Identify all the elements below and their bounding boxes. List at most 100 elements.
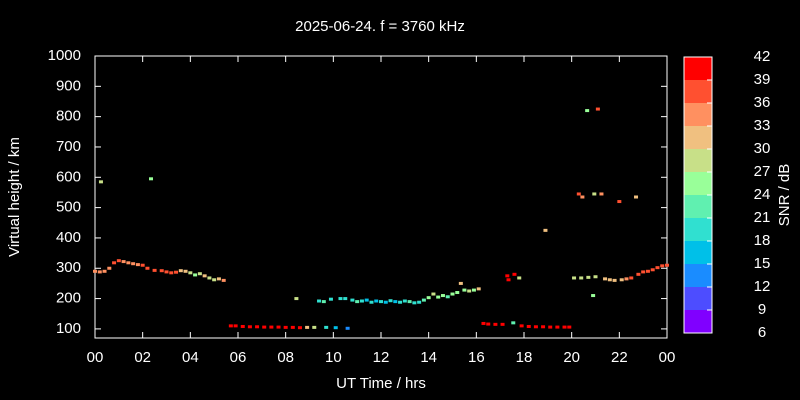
y-tick-label: 600 bbox=[56, 168, 81, 185]
data-point bbox=[493, 322, 498, 326]
data-point bbox=[364, 298, 369, 302]
data-point bbox=[450, 292, 455, 296]
x-tick-label: 04 bbox=[182, 349, 199, 366]
data-point bbox=[102, 269, 107, 273]
data-point bbox=[312, 325, 317, 329]
data-point bbox=[324, 325, 329, 329]
data-point bbox=[359, 299, 364, 303]
data-point bbox=[665, 263, 669, 267]
colorbar-band bbox=[684, 195, 712, 218]
data-point bbox=[458, 281, 463, 285]
data-point bbox=[579, 276, 584, 280]
colorbar-tick-label: 30 bbox=[754, 140, 771, 157]
y-tick-label: 800 bbox=[56, 108, 81, 125]
data-point bbox=[164, 270, 169, 274]
data-point bbox=[221, 278, 226, 282]
colorbar-tick-label: 42 bbox=[754, 48, 771, 65]
data-point bbox=[580, 195, 585, 199]
colorbar-band bbox=[684, 241, 712, 264]
data-point bbox=[445, 295, 450, 299]
data-point bbox=[636, 272, 641, 276]
data-point bbox=[343, 297, 348, 301]
y-tick-label: 1000 bbox=[48, 47, 81, 64]
colorbar-band bbox=[684, 103, 712, 126]
y-tick-label: 400 bbox=[56, 229, 81, 246]
data-point bbox=[135, 263, 140, 267]
data-point bbox=[645, 269, 650, 273]
data-point bbox=[650, 268, 655, 272]
data-point bbox=[174, 270, 179, 274]
x-tick-label: 22 bbox=[611, 349, 628, 366]
y-tick-label: 100 bbox=[56, 320, 81, 337]
data-point bbox=[178, 269, 183, 273]
x-tick-label: 12 bbox=[373, 349, 390, 366]
data-point bbox=[197, 272, 202, 276]
data-point bbox=[140, 263, 145, 267]
x-axis-label: UT Time / hrs bbox=[336, 375, 426, 392]
x-tick-label: 00 bbox=[659, 349, 676, 366]
data-point bbox=[541, 325, 546, 329]
data-point bbox=[595, 107, 600, 111]
data-point bbox=[585, 109, 590, 113]
data-point bbox=[233, 324, 238, 328]
data-point bbox=[440, 294, 445, 298]
data-point bbox=[476, 287, 481, 291]
data-point bbox=[350, 298, 355, 302]
y-tick-label: 500 bbox=[56, 199, 81, 216]
data-point bbox=[426, 296, 431, 300]
colorbar-tick-label: 18 bbox=[754, 232, 771, 249]
data-point bbox=[338, 297, 343, 301]
data-point bbox=[345, 326, 350, 330]
data-point bbox=[572, 276, 577, 280]
data-point bbox=[116, 259, 121, 263]
data-point bbox=[328, 297, 333, 301]
data-point bbox=[481, 321, 486, 325]
data-point bbox=[262, 325, 267, 329]
colorbar-band bbox=[684, 172, 712, 195]
data-point bbox=[533, 325, 538, 329]
data-point bbox=[383, 300, 388, 304]
data-point bbox=[593, 275, 598, 279]
data-point bbox=[526, 324, 531, 328]
x-tick-label: 14 bbox=[420, 349, 437, 366]
data-point bbox=[149, 177, 154, 181]
data-point bbox=[183, 269, 188, 273]
data-point bbox=[398, 300, 403, 304]
data-point bbox=[586, 275, 591, 279]
data-point bbox=[641, 270, 646, 274]
data-point bbox=[107, 266, 112, 270]
data-point bbox=[505, 274, 510, 278]
data-point bbox=[212, 278, 217, 282]
colorbar-label: SNR / dB bbox=[776, 164, 793, 227]
data-point bbox=[255, 325, 260, 329]
data-point bbox=[228, 324, 233, 328]
data-point bbox=[607, 278, 612, 282]
data-point bbox=[624, 277, 629, 281]
data-point bbox=[576, 192, 581, 196]
data-point bbox=[145, 266, 150, 270]
data-point bbox=[417, 300, 422, 304]
colorbar-band bbox=[684, 149, 712, 172]
data-point bbox=[412, 301, 417, 305]
data-point bbox=[655, 266, 660, 270]
data-point bbox=[97, 270, 102, 274]
colorbar-tick-label: 12 bbox=[754, 278, 771, 295]
data-point bbox=[202, 274, 207, 278]
data-point bbox=[567, 325, 572, 329]
data-point bbox=[159, 269, 164, 273]
data-point bbox=[112, 261, 117, 265]
data-point bbox=[543, 228, 548, 232]
data-point bbox=[98, 180, 103, 184]
colorbar-band bbox=[684, 287, 712, 310]
colorbar-tick-label: 36 bbox=[754, 94, 771, 111]
chart-title: 2025-06-24. f = 3760 kHz bbox=[295, 18, 465, 35]
data-point bbox=[297, 326, 302, 330]
data-point bbox=[436, 295, 441, 299]
data-point bbox=[599, 192, 604, 196]
data-point bbox=[612, 278, 617, 282]
data-point bbox=[548, 325, 553, 329]
colorbar-tick-label: 24 bbox=[754, 186, 771, 203]
colorbar-tick-label: 6 bbox=[758, 324, 766, 341]
x-tick-label: 02 bbox=[134, 349, 151, 366]
